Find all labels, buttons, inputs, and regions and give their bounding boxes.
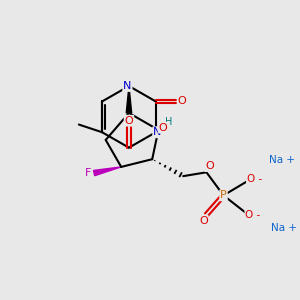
Text: N: N (153, 127, 161, 137)
Text: H: H (164, 117, 172, 127)
Text: O -: O - (247, 174, 262, 184)
Text: Na +: Na + (268, 155, 295, 165)
Text: P: P (220, 190, 227, 200)
Text: O: O (205, 161, 214, 171)
Text: O: O (178, 96, 187, 106)
Text: Na +: Na + (271, 223, 297, 233)
Text: O: O (159, 123, 167, 133)
Text: O: O (199, 216, 208, 226)
Text: N: N (123, 81, 132, 91)
Polygon shape (94, 167, 121, 176)
Polygon shape (126, 86, 132, 113)
Text: O: O (124, 116, 133, 126)
Text: O -: O - (245, 210, 261, 220)
Text: F: F (85, 168, 91, 178)
